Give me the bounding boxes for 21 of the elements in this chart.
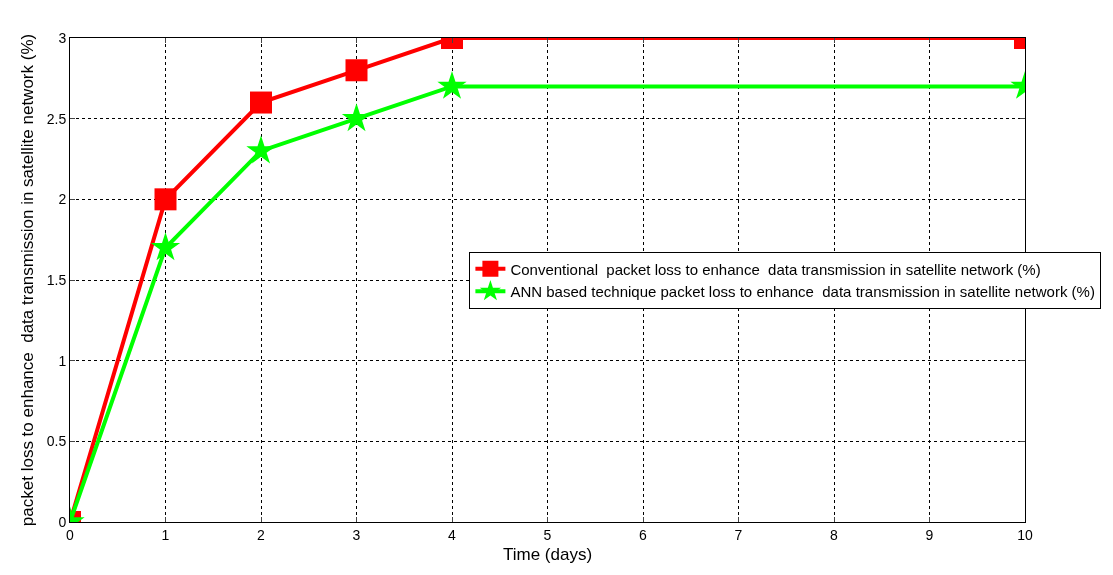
x-tick-label: 4 — [448, 526, 457, 543]
legend-label: ANN based technique packet loss to enhance data transmission in satellite network (%) — [510, 283, 1095, 301]
y-tick-label: 1 — [58, 352, 67, 369]
x-tick-label: 5 — [543, 526, 552, 543]
x-axis-title: Time (days) — [502, 545, 593, 565]
y-axis-title: packet loss to enhance data transmission in satellite network (%) — [18, 33, 38, 527]
x-tick-label: 6 — [639, 526, 648, 543]
x-tick-label: 3 — [352, 526, 361, 543]
y-tick-label: 2.5 — [46, 110, 67, 127]
x-tick-label: 10 — [1017, 526, 1033, 543]
y-tick-label: 1.5 — [46, 271, 67, 288]
x-tick-label: 2 — [257, 526, 266, 543]
y-tick-label: 0 — [58, 513, 67, 530]
x-tick-label: 7 — [734, 526, 743, 543]
x-tick-label: 8 — [830, 526, 839, 543]
y-tick-label: 3 — [58, 29, 67, 46]
y-tick-label: 0.5 — [46, 433, 67, 450]
legend-label: Conventional packet loss to enhance data transmission in satellite network (%) — [510, 260, 1041, 278]
x-tick-label: 1 — [161, 526, 170, 543]
y-tick-label: 2 — [58, 191, 67, 208]
x-tick-label: 9 — [925, 526, 934, 543]
